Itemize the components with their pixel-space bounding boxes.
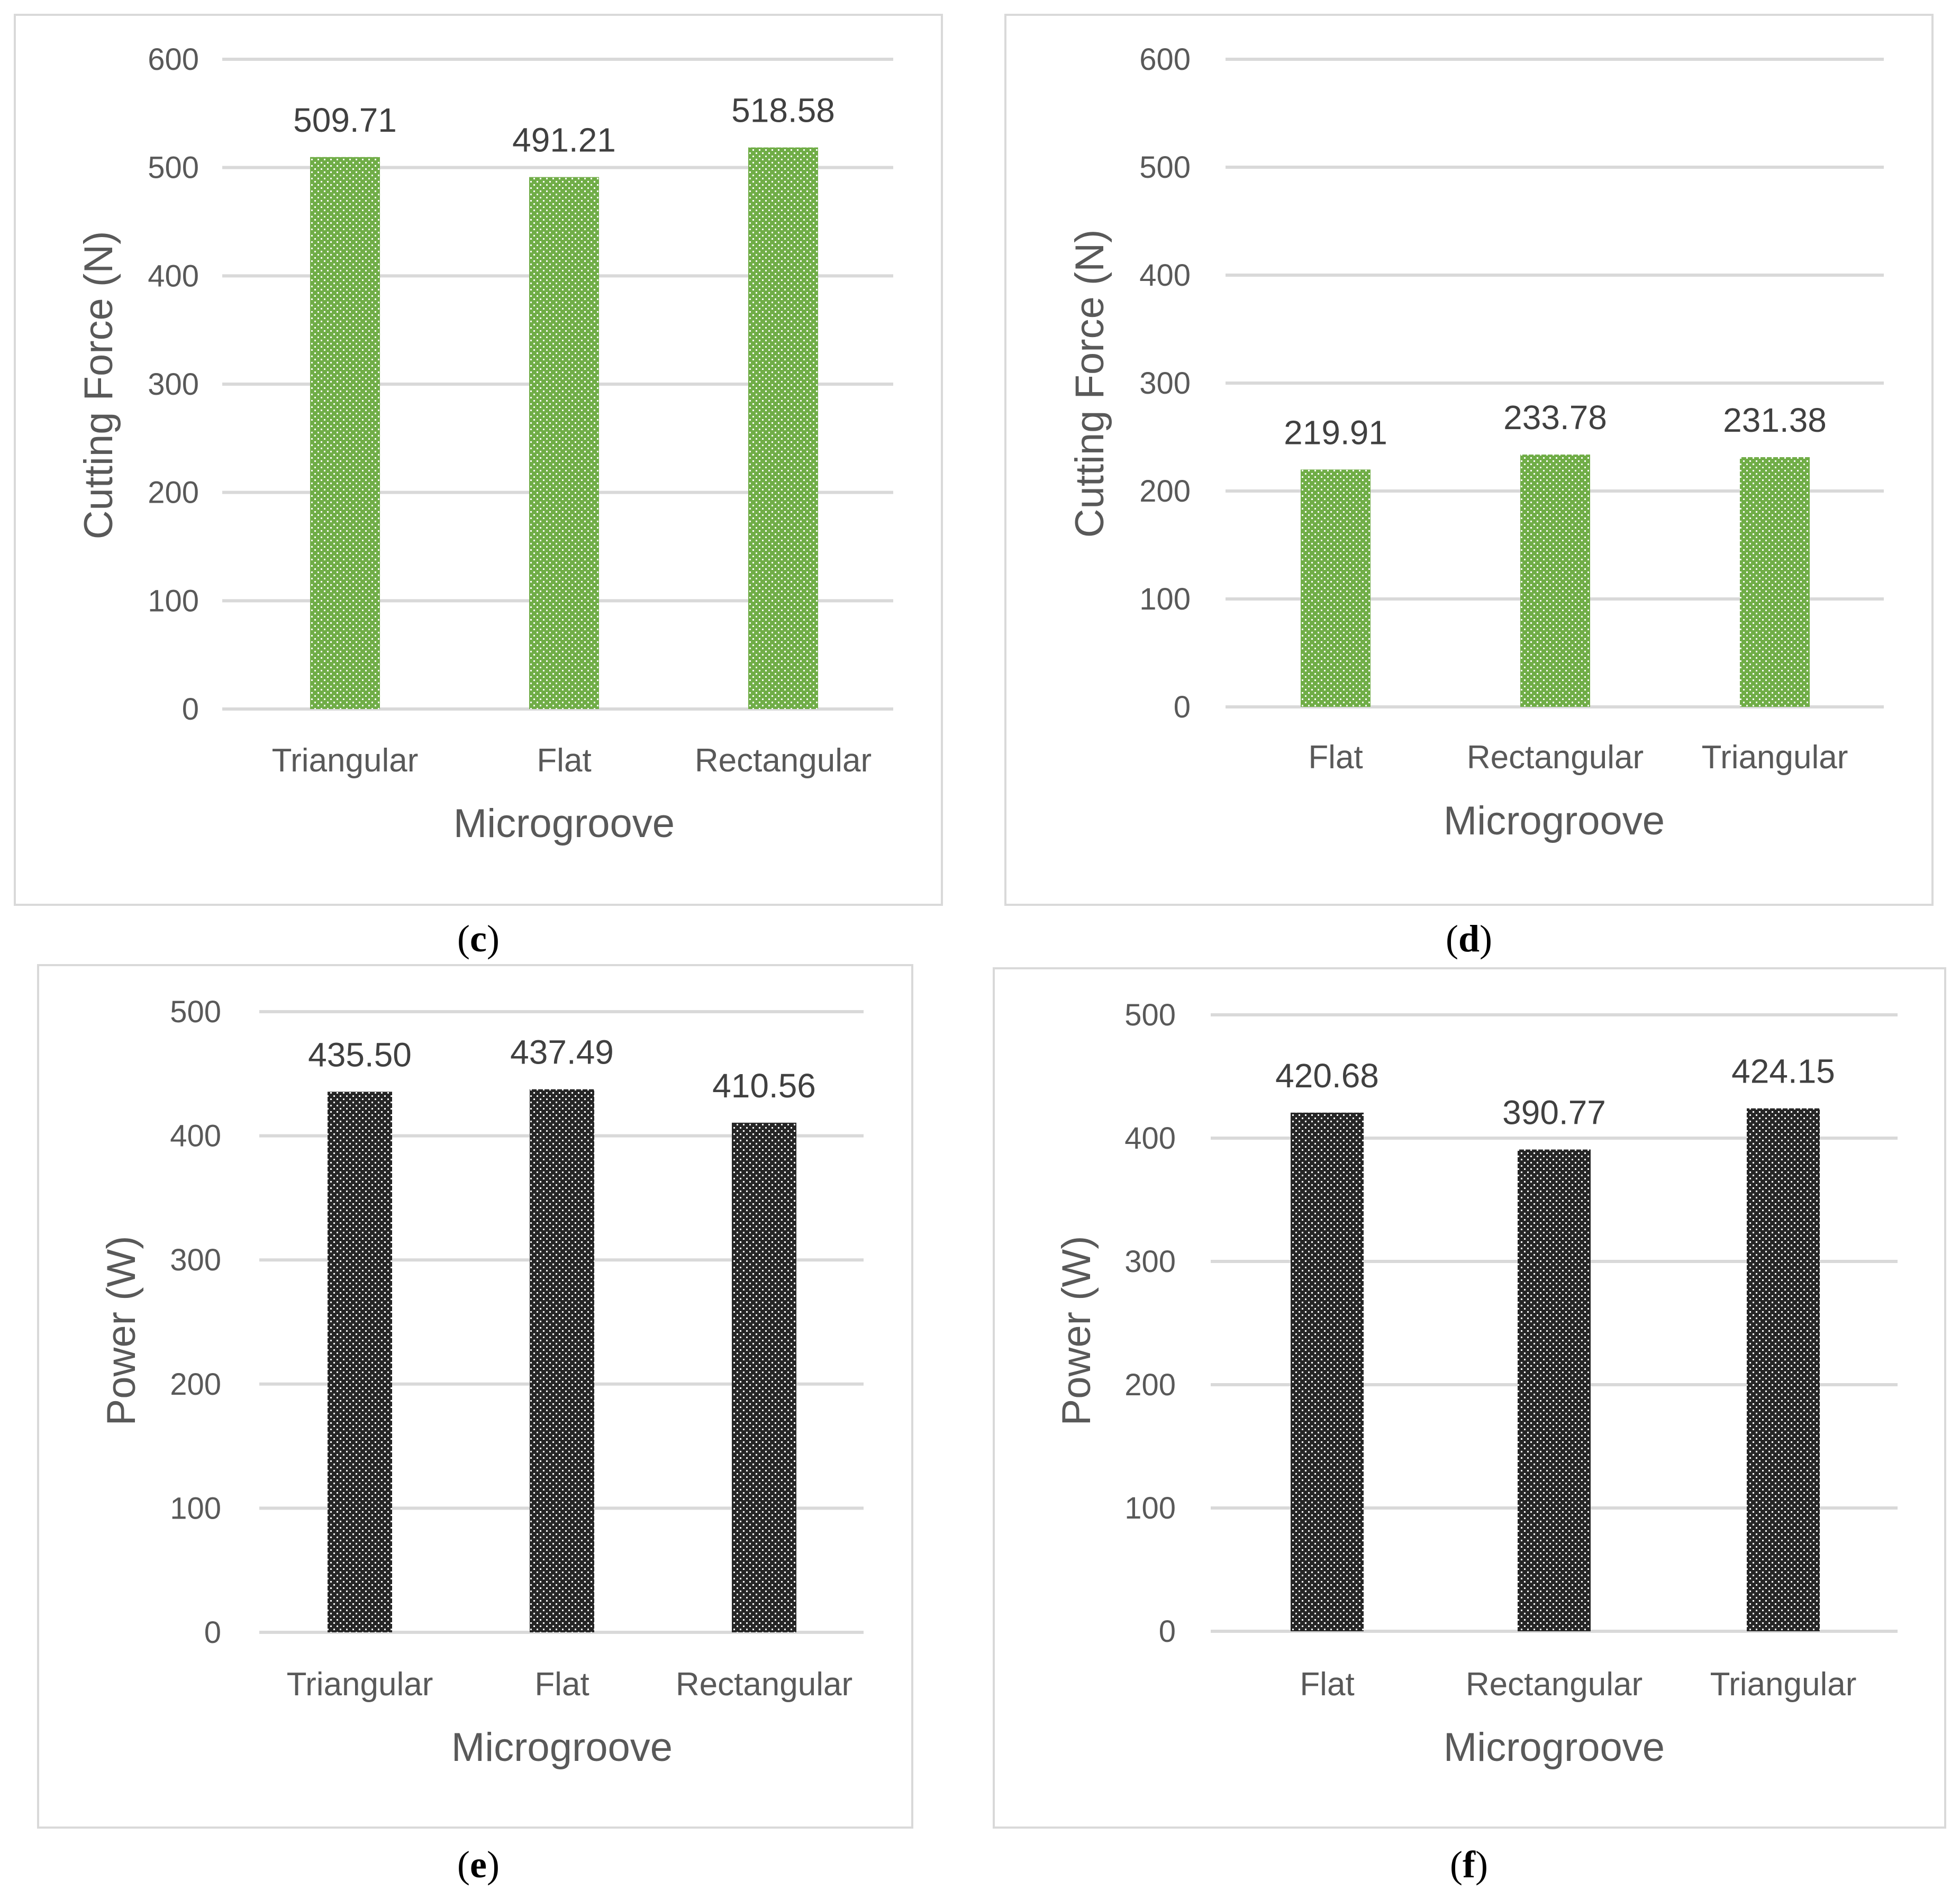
y-tick-label: 600: [148, 42, 199, 77]
panel-caption-letter: e: [470, 1843, 487, 1886]
x-tick-label: Flat: [1308, 739, 1363, 776]
y-tick-label: 500: [148, 151, 199, 185]
y-tick-label: 0: [204, 1615, 221, 1650]
y-tick-label: 100: [170, 1491, 221, 1525]
y-tick-label: 100: [148, 584, 199, 618]
x-tick-labels: Flat Rectangular Triangular: [1308, 739, 1848, 776]
data-label: 491.21: [512, 121, 616, 159]
y-tick-labels: 0 100 200 300 400 500: [1124, 998, 1176, 1649]
x-tick-label: Flat: [537, 742, 591, 779]
y-tick-label: 500: [1124, 998, 1176, 1032]
y-tick-label: 0: [1174, 690, 1191, 724]
panel-caption: (f): [1450, 1843, 1488, 1886]
x-axis-title: Microgroove: [1444, 1725, 1665, 1770]
y-tick-label: 600: [1139, 42, 1191, 77]
bar-flat: [530, 1089, 594, 1632]
panel-caption-letter: c: [470, 917, 487, 960]
bar-triangular: [1747, 1108, 1820, 1631]
y-tick-label: 200: [1124, 1368, 1176, 1402]
data-label: 233.78: [1503, 398, 1607, 437]
x-tick-label: Flat: [534, 1666, 589, 1703]
panel-caption: (c): [457, 917, 500, 960]
x-tick-label: Triangular: [1710, 1666, 1857, 1703]
x-axis-title: Microgroove: [453, 801, 675, 846]
y-tick-label: 200: [148, 476, 199, 510]
y-tick-label: 100: [1124, 1491, 1176, 1525]
bar-rectangular: [1520, 455, 1590, 707]
bar-triangular: [310, 157, 380, 710]
y-tick-label: 400: [1139, 258, 1191, 293]
chart-panel-c: 0 100 200 300 400 500 600 509.71 491.21 518.58 T…: [14, 14, 943, 960]
chart-panel-f: 0 100 200 300 400 500 420.68 390.77 424.15 Flat…: [993, 967, 1946, 1886]
y-tick-label: 300: [148, 367, 199, 402]
x-axis-title: Microgroove: [1444, 798, 1665, 843]
y-tick-labels: 0 100 200 300 400 500: [170, 995, 221, 1650]
bars: [1301, 455, 1810, 707]
bar-triangular: [328, 1092, 392, 1632]
y-tick-label: 500: [170, 995, 221, 1029]
y-tick-label: 0: [182, 692, 199, 726]
x-tick-label: Rectangular: [1467, 739, 1644, 776]
y-tick-label: 200: [170, 1367, 221, 1402]
y-axis-title: Cutting Force (N): [76, 231, 121, 540]
x-tick-label: Rectangular: [1466, 1666, 1643, 1703]
panel-caption: (d): [1446, 917, 1492, 960]
bars: [1291, 1108, 1820, 1631]
x-tick-labels: Triangular Flat Rectangular: [272, 742, 872, 779]
data-label: 420.68: [1275, 1057, 1379, 1095]
y-tick-labels: 0 100 200 300 400 500 600: [1139, 42, 1191, 724]
x-tick-label: Rectangular: [676, 1666, 852, 1703]
y-tick-label: 300: [1139, 366, 1191, 401]
y-tick-label: 500: [1139, 150, 1191, 185]
y-tick-label: 200: [1139, 474, 1191, 508]
chart-panel-e: 0 100 200 300 400 500 435.50 437.49 410.56 Tria…: [37, 964, 913, 1886]
panel-caption-letter: d: [1458, 917, 1480, 960]
x-tick-labels: Flat Rectangular Triangular: [1300, 1666, 1856, 1703]
panel-caption: (e): [457, 1843, 500, 1886]
y-tick-label: 400: [1124, 1121, 1176, 1156]
y-axis-title: Power (W): [1054, 1236, 1099, 1426]
chart-panel-d: 0 100 200 300 400 500 600 219.91 233.78 231.38 F…: [1004, 14, 1934, 960]
data-label: 518.58: [731, 92, 835, 130]
bar-flat: [1301, 469, 1371, 707]
data-labels: 219.91 233.78 231.38: [1284, 398, 1827, 451]
bar-flat: [1291, 1112, 1364, 1631]
x-tick-label: Rectangular: [695, 742, 872, 779]
panel-caption-letter: f: [1463, 1843, 1476, 1886]
y-tick-label: 400: [170, 1119, 221, 1153]
y-tick-label: 0: [1159, 1614, 1176, 1649]
bars: [310, 147, 818, 710]
y-axis-title: Power (W): [99, 1236, 144, 1426]
x-tick-label: Triangular: [287, 1666, 433, 1703]
data-label: 390.77: [1502, 1094, 1606, 1132]
data-labels: 509.71 491.21 518.58: [293, 92, 835, 159]
bar-triangular: [1740, 457, 1810, 707]
y-tick-label: 100: [1139, 582, 1191, 616]
x-tick-label: Triangular: [1702, 739, 1848, 776]
y-axis-title: Cutting Force (N): [1067, 230, 1112, 538]
data-label: 424.15: [1731, 1052, 1835, 1091]
data-label: 219.91: [1284, 413, 1387, 451]
y-tick-label: 300: [1124, 1244, 1176, 1279]
bars: [328, 1089, 796, 1632]
data-labels: 420.68 390.77 424.15: [1275, 1052, 1835, 1132]
x-tick-labels: Triangular Flat Rectangular: [287, 1666, 853, 1703]
x-axis-title: Microgroove: [451, 1725, 673, 1770]
data-labels: 435.50 437.49 410.56: [308, 1033, 816, 1105]
bar-rectangular: [1518, 1149, 1591, 1631]
bar-flat: [529, 177, 599, 709]
y-tick-labels: 0 100 200 300 400 500 600: [148, 42, 199, 726]
x-tick-label: Flat: [1300, 1666, 1354, 1703]
y-tick-label: 300: [170, 1243, 221, 1277]
data-label: 435.50: [308, 1035, 412, 1074]
x-tick-label: Triangular: [272, 742, 419, 779]
data-label: 437.49: [510, 1033, 614, 1071]
data-label: 509.71: [293, 101, 397, 139]
y-tick-label: 400: [148, 259, 199, 293]
bar-rectangular: [732, 1122, 796, 1632]
data-label: 410.56: [712, 1067, 816, 1105]
data-label: 231.38: [1723, 401, 1827, 439]
bar-rectangular: [748, 147, 818, 709]
